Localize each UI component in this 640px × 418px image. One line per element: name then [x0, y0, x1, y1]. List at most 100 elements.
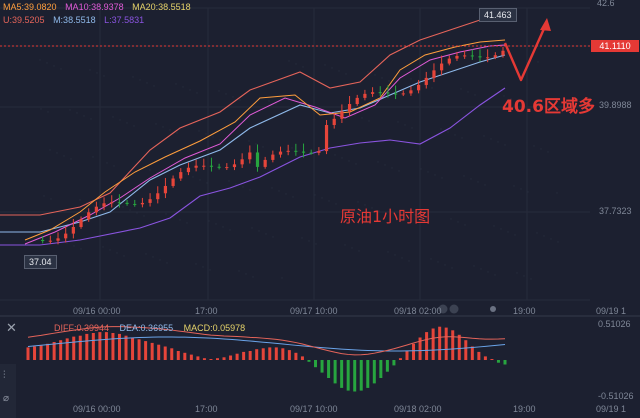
macd-histogram-bar: [59, 340, 63, 360]
high-price-tag: 41.463: [479, 8, 517, 22]
macd-histogram-bar: [242, 351, 246, 360]
map-dot: [335, 203, 337, 205]
macd-histogram-bar: [503, 360, 507, 365]
macd-histogram-bar: [464, 340, 468, 360]
map-dot: [305, 153, 307, 155]
map-dot: [122, 206, 124, 208]
map-dot: [186, 222, 188, 224]
map-dot: [391, 167, 393, 169]
annotation-title-text: 原油1小时图: [340, 207, 431, 226]
map-dot: [464, 224, 466, 226]
map-dot: [275, 103, 277, 105]
candle-body: [432, 70, 436, 78]
map-dot: [255, 143, 257, 145]
map-dot: [43, 195, 45, 197]
map-dot: [378, 210, 380, 212]
macd-diff-line: [27, 326, 506, 356]
map-dot: [149, 169, 151, 171]
map-dot: [222, 226, 224, 228]
macd-dea-label: DEA:0.36955: [119, 323, 174, 333]
macd-histogram-bar: [300, 356, 304, 360]
candle-body: [386, 92, 390, 94]
map-dot: [112, 116, 114, 118]
candle-body: [332, 118, 336, 125]
macd-x-tick-label: 09/19 1: [596, 404, 627, 414]
ma5-line: [24, 39, 506, 241]
map-dot: [487, 271, 489, 273]
map-dot: [358, 250, 360, 252]
map-dot: [129, 209, 131, 211]
map-dot: [450, 218, 452, 220]
map-dot: [133, 125, 135, 127]
map-dot: [302, 66, 304, 68]
map-dot: [209, 269, 211, 271]
draw-tool-icon[interactable]: ⌀: [3, 393, 10, 404]
macd-histogram-bar: [346, 360, 350, 391]
map-dot: [295, 63, 297, 65]
map-dot: [411, 127, 413, 129]
map-dot: [547, 151, 549, 153]
map-dot: [550, 238, 552, 240]
map-dot: [126, 122, 128, 124]
macd-histogram-bar: [307, 360, 311, 362]
candle-body: [271, 154, 275, 160]
map-dot: [533, 145, 535, 147]
candle-body: [286, 150, 290, 152]
map-dot: [321, 197, 323, 199]
legend-boll-m: M:38.5518: [53, 15, 96, 25]
map-dot: [103, 75, 105, 77]
macd-histogram-bar: [215, 358, 219, 360]
map-dot: [473, 265, 475, 267]
boll-upper-line: [0, 16, 506, 216]
candle-style-icon[interactable]: ⫶: [3, 370, 6, 381]
candle-body: [278, 151, 283, 155]
macd-x-tick-label: 17:00: [195, 404, 218, 414]
map-dot: [451, 267, 453, 269]
macd-histogram-bar: [281, 348, 285, 360]
map-dot: [477, 181, 479, 183]
map-dot: [50, 198, 52, 200]
map-dot: [348, 160, 350, 162]
map-dot: [162, 126, 164, 128]
map-dot: [92, 156, 94, 158]
map-dot: [83, 115, 85, 117]
macd-histogram-bar: [477, 351, 481, 360]
candle-body: [217, 166, 221, 168]
candle-body: [110, 202, 114, 204]
macd-dea-line: [27, 336, 506, 352]
candle-body: [255, 152, 260, 167]
macd-histogram-bar: [104, 332, 108, 360]
map-dot: [66, 242, 68, 244]
macd-histogram-bar: [451, 330, 455, 360]
y-tick-label: 37.7323: [599, 206, 632, 216]
map-dot: [225, 93, 227, 95]
map-dot: [268, 100, 270, 102]
candle-body: [447, 58, 451, 64]
map-dot: [281, 277, 283, 279]
map-dot: [517, 101, 519, 103]
map-dot: [537, 61, 539, 63]
map-dot: [272, 236, 274, 238]
macd-histogram-bar: [333, 360, 337, 384]
macd-histogram-bar: [392, 360, 396, 366]
candle-body: [463, 55, 467, 57]
candle-body: [355, 97, 359, 105]
macd-histogram-bar: [33, 346, 37, 360]
map-dot: [341, 157, 343, 159]
candle-body: [340, 111, 344, 119]
macd-histogram-bar: [327, 360, 331, 378]
map-dot: [397, 121, 399, 123]
macd-histogram-bar: [457, 334, 461, 360]
macd-histogram-bar: [398, 358, 402, 360]
map-dot: [463, 175, 465, 177]
map-dot: [437, 261, 439, 263]
map-dot: [480, 268, 482, 270]
map-dot: [513, 185, 515, 187]
macd-histogram-bar: [412, 343, 416, 360]
ma10-line: [24, 44, 506, 245]
map-dot: [345, 73, 347, 75]
map-dot: [76, 112, 78, 114]
macd-histogram-bar: [248, 351, 252, 360]
close-icon[interactable]: ✕: [6, 320, 17, 335]
